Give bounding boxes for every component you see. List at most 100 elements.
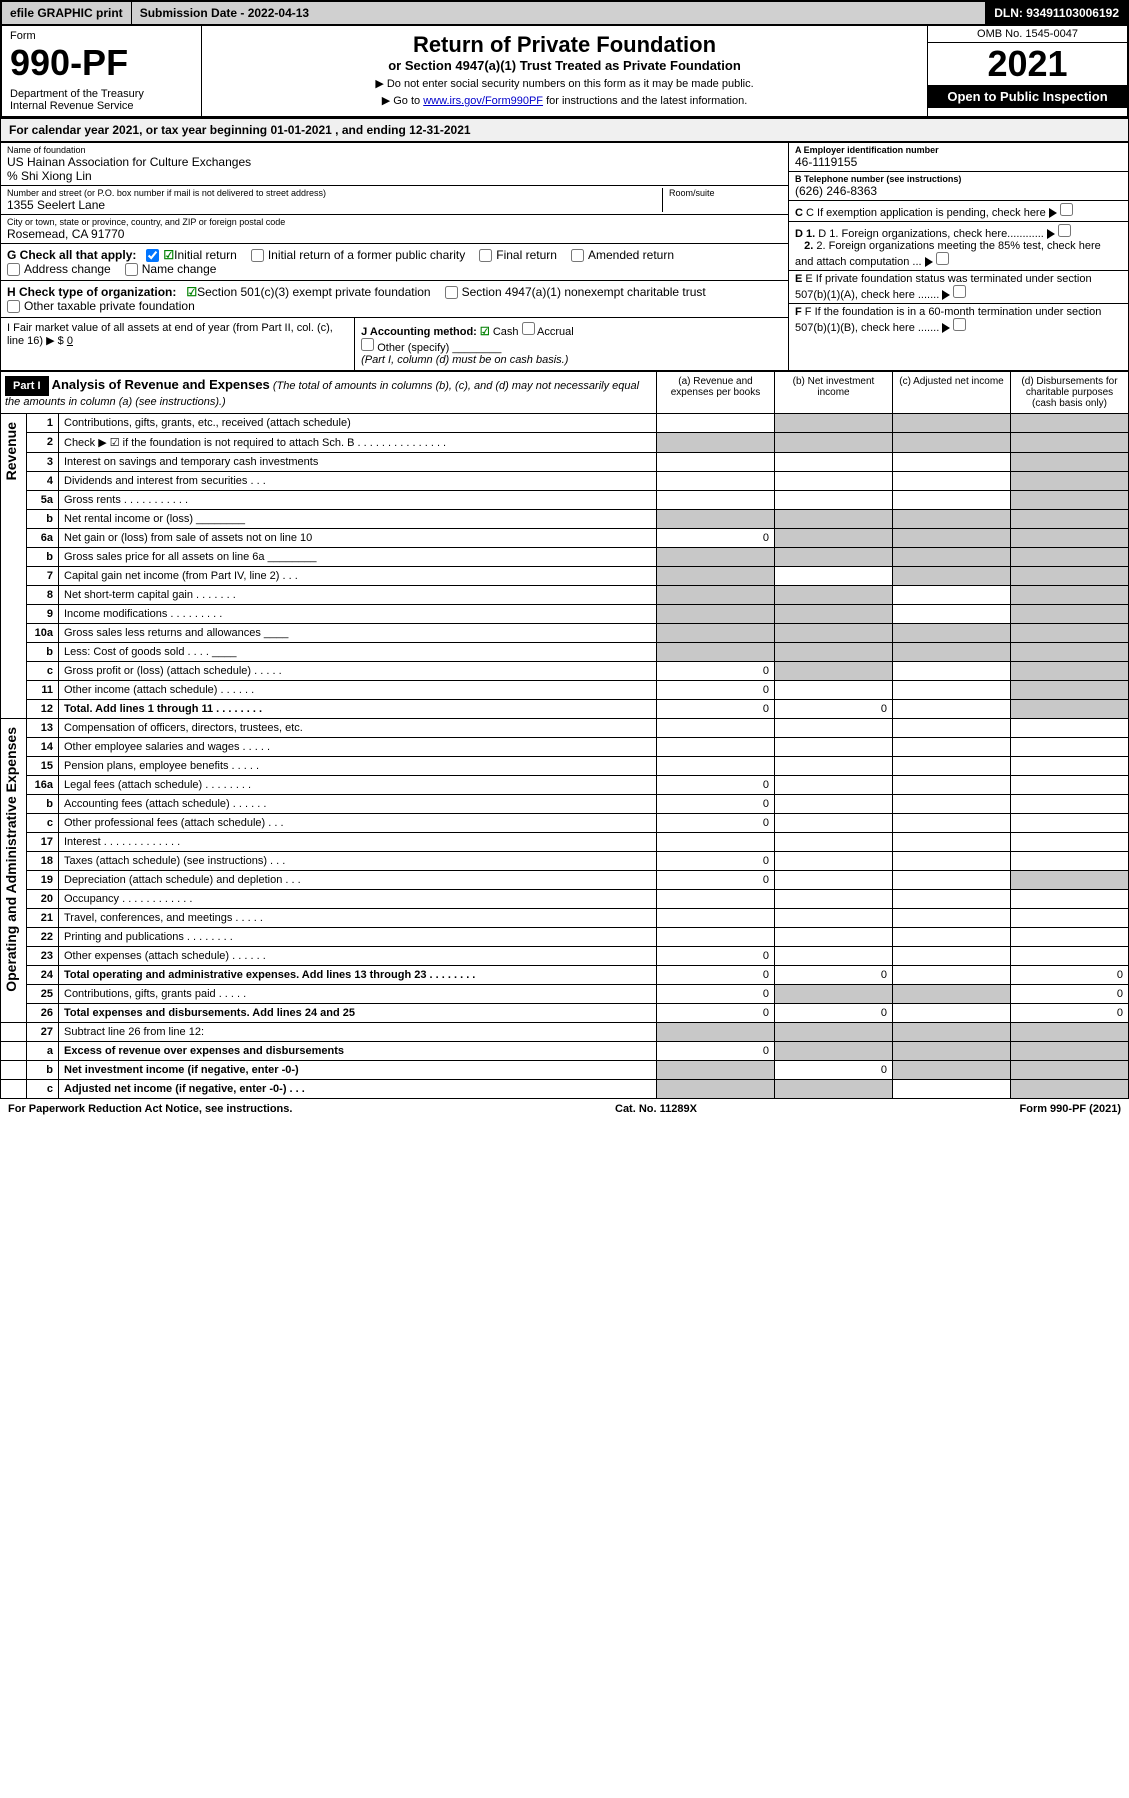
row-desc: Net investment income (if negative, ente… [59, 1061, 657, 1080]
check-d2[interactable] [936, 252, 949, 265]
check-d1[interactable] [1058, 224, 1071, 237]
cell-grey [657, 433, 775, 453]
cell-grey [775, 1080, 893, 1099]
cell-grey [775, 624, 893, 643]
row-num: 16a [27, 776, 59, 795]
cell-grey [1011, 662, 1129, 681]
check-cash[interactable]: ☑ Cash [480, 326, 519, 338]
check-name-change[interactable]: Name change [125, 262, 217, 276]
section-operating-and-administrative-expenses: Operating and Administrative Expenses [1, 719, 21, 1000]
row-num: b [27, 510, 59, 529]
i-label: I Fair market value of all assets at end… [7, 322, 333, 347]
cell-amt [893, 909, 1011, 928]
check-501c3[interactable]: ☑ Section 501(c)(3) exempt private found… [186, 285, 430, 299]
check-initial-former[interactable]: Initial return of a former public charit… [251, 248, 465, 262]
care-of: % Shi Xiong Lin [7, 169, 782, 183]
cell-amt: 0 [657, 966, 775, 985]
cell-amt [893, 700, 1011, 719]
cell-amt [893, 681, 1011, 700]
cell-grey [893, 1042, 1011, 1061]
check-final-return[interactable]: Final return [479, 248, 557, 262]
check-accrual[interactable]: Accrual [522, 326, 574, 338]
cell-amt: 0 [657, 814, 775, 833]
cell-amt: 0 [657, 1004, 775, 1023]
cell-amt [893, 491, 1011, 510]
table-row: 5aGross rents . . . . . . . . . . . [1, 491, 1129, 510]
dept-label: Department of the Treasury Internal Reve… [10, 88, 193, 112]
table-row: 22Printing and publications . . . . . . … [1, 928, 1129, 947]
row-num: 6a [27, 529, 59, 548]
table-row: bAccounting fees (attach schedule) . . .… [1, 795, 1129, 814]
section-revenue: Revenue [1, 414, 21, 488]
cell-amt [775, 776, 893, 795]
table-row: 6aNet gain or (loss) from sale of assets… [1, 529, 1129, 548]
row-desc: Net rental income or (loss) ________ [59, 510, 657, 529]
table-row: 20Occupancy . . . . . . . . . . . . [1, 890, 1129, 909]
check-4947[interactable]: Section 4947(a)(1) nonexempt charitable … [445, 285, 706, 299]
table-row: 21Travel, conferences, and meetings . . … [1, 909, 1129, 928]
g-checks: G Check all that apply: ☑ Initial return… [1, 244, 788, 281]
cell-grey [1011, 871, 1129, 890]
omb-number: OMB No. 1545-0047 [928, 26, 1127, 43]
form-label: Form [10, 30, 193, 42]
cell-amt [893, 1080, 1011, 1099]
row-num: c [27, 662, 59, 681]
cell-grey [1011, 624, 1129, 643]
tax-year: 2021 [928, 43, 1127, 85]
cell-amt: 0 [1011, 1004, 1129, 1023]
table-row: bNet rental income or (loss) ________ [1, 510, 1129, 529]
table-row: cGross profit or (loss) (attach schedule… [1, 662, 1129, 681]
cell-grey [893, 433, 1011, 453]
table-row: cOther professional fees (attach schedul… [1, 814, 1129, 833]
col-a: (a) Revenue and expenses per books [656, 372, 774, 413]
cell-amt [893, 814, 1011, 833]
cell-amt: 0 [657, 947, 775, 966]
cell-amt [893, 453, 1011, 472]
table-row: 10aGross sales less returns and allowanc… [1, 624, 1129, 643]
row-num: 14 [27, 738, 59, 757]
cell-amt [1011, 757, 1129, 776]
cell-amt [775, 947, 893, 966]
cell-grey [1011, 605, 1129, 624]
row-num: 25 [27, 985, 59, 1004]
check-f[interactable] [953, 318, 966, 331]
name-label: Name of foundation [7, 145, 782, 155]
check-other-method[interactable]: Other (specify) ________ [361, 342, 501, 354]
check-e[interactable] [953, 285, 966, 298]
cell-amt [893, 719, 1011, 738]
cell-amt [657, 491, 775, 510]
row-desc: Occupancy . . . . . . . . . . . . [59, 890, 657, 909]
form-title: Return of Private Foundation [208, 32, 921, 58]
table-row: 18Taxes (attach schedule) (see instructi… [1, 852, 1129, 871]
cell-amt [893, 795, 1011, 814]
cell-amt [1011, 852, 1129, 871]
fmv-value: 0 [67, 335, 73, 347]
tel-label: B Telephone number (see instructions) [795, 174, 961, 184]
d1-text: D 1. Foreign organizations, check here..… [818, 228, 1044, 240]
cell-amt [893, 852, 1011, 871]
row-desc: Interest on savings and temporary cash i… [59, 453, 657, 472]
cell-amt [775, 833, 893, 852]
inspection-label: Open to Public Inspection [928, 85, 1127, 108]
cell-amt [893, 1004, 1011, 1023]
cell-amt [775, 890, 893, 909]
check-initial-return[interactable]: ☑ Initial return [146, 248, 236, 262]
row-desc: Contributions, gifts, grants, etc., rece… [59, 414, 657, 433]
cell-grey [893, 414, 1011, 433]
row-num: 7 [27, 567, 59, 586]
check-address-change[interactable]: Address change [7, 262, 111, 276]
cell-amt: 0 [775, 966, 893, 985]
cell-amt [657, 890, 775, 909]
row-num: b [27, 548, 59, 567]
form-number: 990-PF [10, 42, 193, 84]
table-row: bNet investment income (if negative, ent… [1, 1061, 1129, 1080]
row-desc: Less: Cost of goods sold . . . . ____ [59, 643, 657, 662]
cell-amt [893, 738, 1011, 757]
check-other-taxable[interactable]: Other taxable private foundation [7, 299, 195, 313]
instructions-link[interactable]: www.irs.gov/Form990PF [423, 95, 543, 107]
row-num: b [27, 1061, 59, 1080]
check-c[interactable] [1060, 203, 1073, 216]
cell-amt: 0 [775, 1004, 893, 1023]
check-amended-return[interactable]: Amended return [571, 248, 674, 262]
ein: 46-1119155 [795, 155, 1122, 169]
